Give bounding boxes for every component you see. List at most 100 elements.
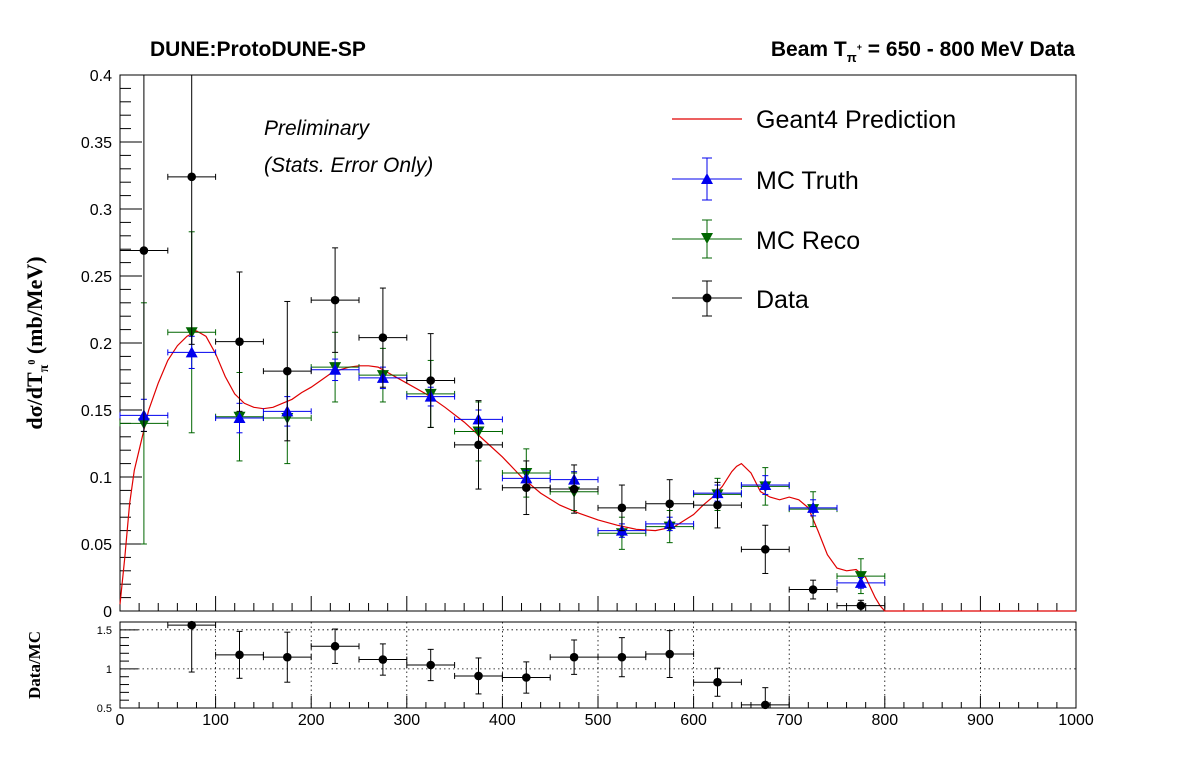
mc-truth-marker: [807, 501, 820, 513]
mc-truth-point: [167, 335, 217, 369]
main-y-tick-label: 0.05: [81, 537, 112, 554]
data-point: [693, 481, 742, 529]
data-marker: [378, 333, 388, 342]
x-tick-label: 200: [298, 712, 325, 729]
data-marker: [235, 337, 244, 346]
ratio-point: [454, 657, 503, 695]
mc-truth-point: [740, 475, 790, 495]
mc-reco-marker: [854, 571, 867, 583]
data-marker: [569, 484, 579, 494]
geant4-prediction-curve: [119, 330, 1076, 612]
mc-truth-marker: [854, 576, 867, 588]
x-tick-label: 500: [585, 712, 612, 729]
legend: Geant4 Prediction MC Truth MC Reco Data: [672, 106, 956, 317]
ratio-marker: [378, 655, 388, 664]
x-tick-label: 300: [393, 712, 420, 729]
main-y-tick-label: 0.3: [90, 202, 112, 219]
ratio-y-axis-label: Data/MC: [25, 631, 44, 699]
data-marker: [187, 172, 196, 182]
ratio-point: [215, 630, 264, 679]
mc-truth-point: [788, 499, 838, 517]
legend-geant4-label: Geant4 Prediction: [756, 106, 956, 134]
ratio-point: [549, 639, 599, 675]
ratio-series-layer: [167, 620, 790, 710]
ratio-marker: [330, 641, 340, 651]
data-point: [262, 300, 312, 442]
data-point: [645, 479, 695, 529]
main-y-tick-label: 0.1: [90, 470, 112, 487]
data-point: [167, 74, 217, 345]
data-marker: [665, 499, 674, 509]
ratio-point: [501, 661, 551, 694]
ratio-point: [597, 637, 647, 678]
ratio-marker: [665, 649, 674, 659]
data-point: [788, 579, 838, 600]
mc-truth-marker: [759, 479, 772, 491]
ratio-marker: [187, 620, 196, 630]
ratio-point: [310, 628, 360, 664]
mc-truth-marker: [233, 412, 246, 424]
preliminary-label: Preliminary: [264, 117, 371, 140]
main-y-tick-label: 0.4: [90, 68, 112, 85]
main-y-tick-label: 0: [103, 604, 112, 621]
ratio-marker: [569, 652, 579, 662]
data-marker: [617, 503, 627, 513]
ratio-grid: [120, 622, 1076, 708]
x-tick-label: 0: [116, 712, 125, 729]
ratio-marker: [235, 650, 244, 660]
legend-data-marker: [672, 280, 742, 317]
main-y-tick-label: 0.15: [81, 403, 112, 420]
mc-truth-marker: [329, 363, 342, 375]
ratio-y-tick-label: 1.5: [97, 625, 112, 637]
ratio-point: [358, 643, 408, 676]
legend-mc-reco-label: MC Reco: [756, 227, 860, 255]
main-y-tick-label: 0.35: [81, 135, 112, 152]
data-point: [310, 247, 360, 353]
legend-data-label: Data: [756, 286, 809, 314]
data-point: [215, 271, 264, 412]
data-point: [119, 74, 169, 432]
ratio-marker: [713, 677, 722, 687]
data-point: [740, 524, 790, 574]
ratio-marker: [761, 700, 770, 710]
data-marker: [713, 500, 722, 510]
legend-mc-truth-label: MC Truth: [756, 167, 859, 195]
data-point: [549, 464, 599, 514]
ratio-axes: 0.5 1 1.5 0 100 200 300 400 500 600 700 800 900 1000: [97, 625, 1094, 729]
data-marker: [426, 376, 436, 385]
ratio-marker: [522, 673, 531, 682]
ratio-point: [693, 667, 742, 697]
ratio-point: [262, 631, 312, 683]
x-tick-label: 400: [489, 712, 516, 729]
x-tick-label: 700: [776, 712, 803, 729]
ratio-point: [167, 620, 217, 673]
data-marker: [139, 246, 149, 255]
ratio-y-tick-label: 0.5: [97, 703, 112, 715]
series-layer: [119, 74, 886, 612]
stats-error-label: (Stats. Error Only): [264, 154, 433, 177]
x-tick-label: 900: [967, 712, 994, 729]
data-marker: [761, 545, 770, 554]
data-marker: [330, 295, 340, 305]
ratio-y-tick-label: 1: [106, 664, 112, 676]
x-tick-label: 800: [871, 712, 898, 729]
ratio-marker: [283, 652, 292, 662]
main-y-tick-label: 0.2: [90, 336, 112, 353]
data-point: [406, 333, 456, 428]
main-axes: 0 0.05 0.1 0.15 0.2 0.25 0.3 0.35 0.4: [81, 68, 1077, 621]
data-marker: [808, 585, 818, 594]
ratio-marker: [617, 652, 627, 662]
ratio-point: [645, 630, 695, 679]
x-tick-label: 600: [680, 712, 707, 729]
data-point: [358, 287, 408, 388]
main-y-axis-label: dσ/dTπ0 (mb/MeV): [22, 256, 52, 429]
ratio-point: [740, 687, 790, 710]
data-marker: [474, 440, 483, 450]
mc-truth-marker: [185, 346, 198, 358]
mc-reco-point: [836, 558, 886, 595]
beam-label: Beam Tπ+ = 650 - 800 MeV Data: [771, 38, 1075, 65]
data-point: [501, 460, 551, 516]
data-marker: [522, 483, 531, 493]
ratio-marker: [426, 660, 436, 670]
mc-truth-point: [836, 576, 886, 589]
